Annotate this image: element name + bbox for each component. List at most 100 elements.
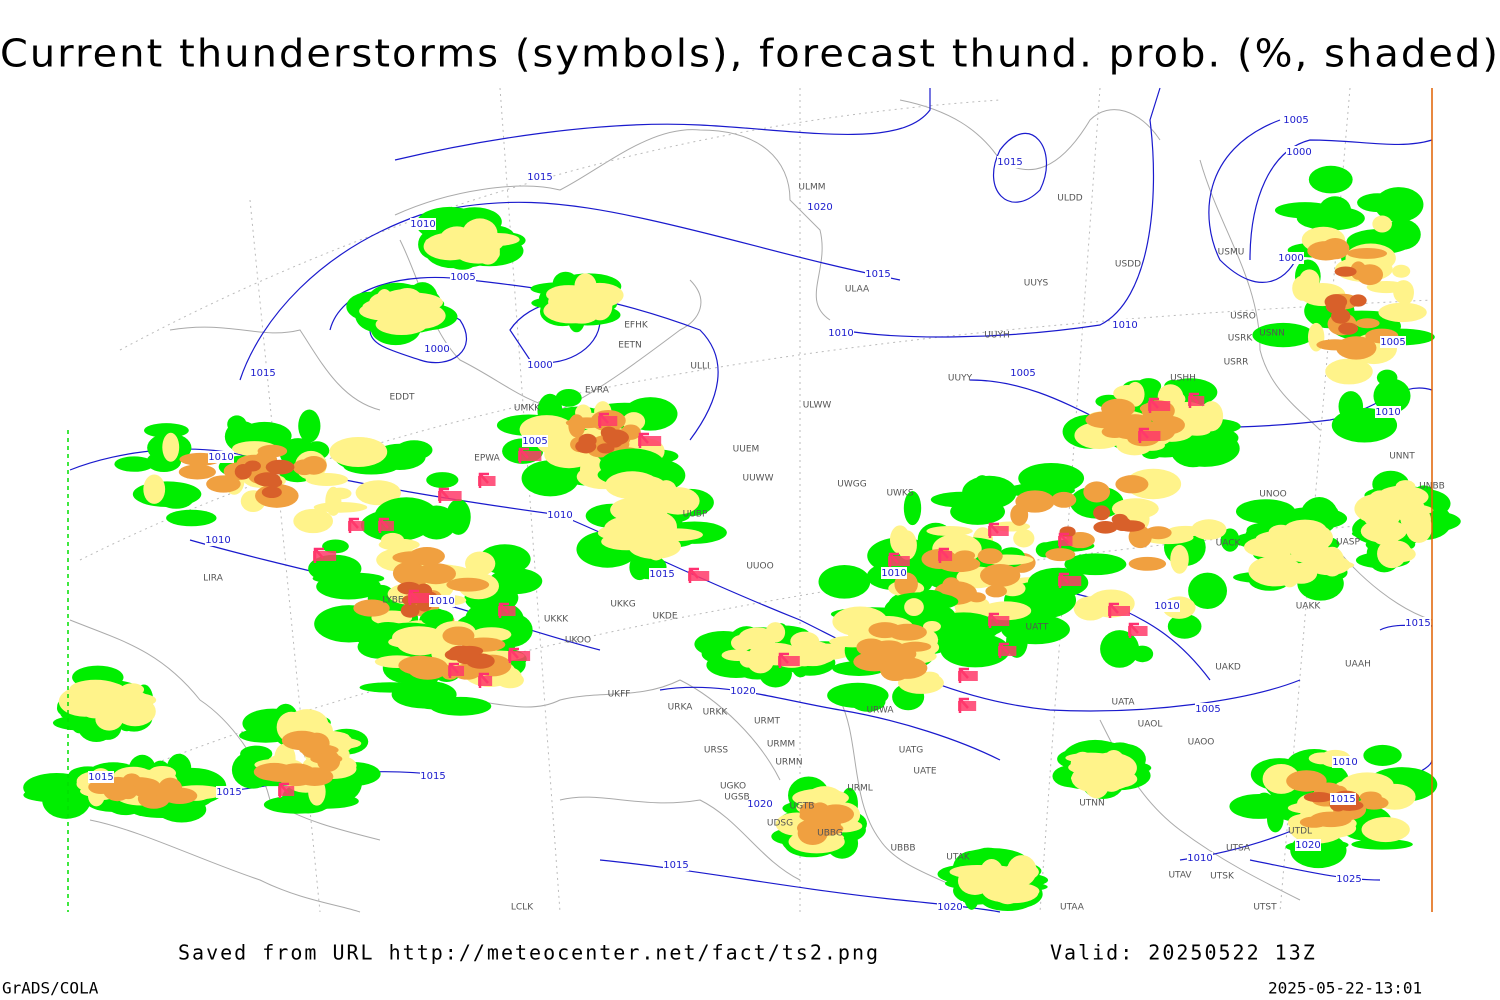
shade-patch <box>926 526 973 537</box>
shade-patch <box>985 584 1007 598</box>
shade-patch <box>1349 294 1367 307</box>
shade-patch <box>1180 403 1197 424</box>
station-label: EDDT <box>389 393 415 403</box>
shade-patch <box>1002 862 1039 882</box>
shade-patch <box>880 658 911 682</box>
station-label: UKKK <box>544 615 569 625</box>
isobar-label-bg <box>1405 617 1431 629</box>
station-label: UACK <box>1216 539 1242 549</box>
thunderstorm-area <box>1188 396 1205 406</box>
shade-patch <box>1257 556 1297 581</box>
shade-patch <box>1378 302 1427 323</box>
isobar-label: 1010 <box>410 219 435 230</box>
station-label: EVRA <box>585 386 610 396</box>
thunderstorm-area <box>1148 401 1171 411</box>
shade-patch <box>1093 505 1111 521</box>
shade-patch <box>1366 280 1406 294</box>
station-label: ULAA <box>845 285 870 295</box>
station-label: ULMM <box>798 183 825 193</box>
shade-patch <box>132 784 161 798</box>
thunderstorm-area <box>348 521 365 531</box>
isobar-label: 1005 <box>1380 337 1405 348</box>
shade-patch <box>1325 297 1346 314</box>
station-label: UATG <box>899 746 924 756</box>
isobar-label-bg <box>1283 114 1309 126</box>
shade-patch <box>1065 531 1095 549</box>
shade-patch <box>897 530 917 560</box>
shade-patch <box>1355 318 1380 329</box>
shade-patch <box>227 415 247 434</box>
shade-patch <box>1372 215 1392 233</box>
isobar-label: 1010 <box>828 328 853 339</box>
shade-patch <box>162 432 180 462</box>
shade-patch <box>400 603 420 618</box>
shade-patch <box>1101 398 1136 418</box>
isobar-label-bg <box>881 567 907 579</box>
shade-patch <box>23 787 81 803</box>
station-label: UKKG <box>610 600 635 610</box>
isobar-label: 1010 <box>205 535 230 546</box>
shade-patch <box>1100 630 1140 668</box>
isobar-label: 1015 <box>216 787 241 798</box>
software-credit: GrADS/COLA <box>2 979 99 998</box>
shade-patch <box>420 609 454 627</box>
isobar-label-bg <box>1010 367 1036 379</box>
shade-patch <box>392 561 427 586</box>
isobar-label-bg <box>807 201 833 213</box>
thunderstorm-area <box>518 451 542 461</box>
isobar-label: 1025 <box>1336 874 1361 885</box>
shade-patch <box>298 409 321 443</box>
shade-patch <box>206 475 241 493</box>
shade-patch <box>1392 264 1411 278</box>
shade-patch <box>1303 792 1334 803</box>
thunderstorm-area <box>1108 606 1131 616</box>
shade-patch <box>265 477 283 488</box>
shade-patch <box>1307 241 1345 261</box>
thunderstorm-area <box>1128 626 1148 636</box>
shade-patch <box>1363 744 1402 766</box>
shade-patch <box>1073 596 1108 621</box>
shade-patch <box>143 474 166 504</box>
shade-patch <box>378 296 408 310</box>
station-label: UGSB <box>724 793 749 803</box>
shade-patch <box>904 598 924 617</box>
shade-patch <box>1252 322 1315 348</box>
station-label: UASP <box>1336 538 1360 548</box>
isobar-label: 1005 <box>450 272 475 283</box>
isobar-label: 1010 <box>429 596 454 607</box>
thunderstorm-area <box>958 671 978 681</box>
shade-patch <box>1318 782 1339 795</box>
shade-patch <box>392 302 446 330</box>
station-label: UUWW <box>743 474 774 484</box>
shade-patch <box>950 498 1005 525</box>
isobar-label: 1000 <box>527 360 552 371</box>
shade-patch <box>799 801 821 823</box>
shade-patch <box>928 612 999 645</box>
isobar-label-bg <box>522 435 548 447</box>
shade-patch <box>979 563 1021 587</box>
isobar-label-bg <box>1278 252 1304 264</box>
shade-patch <box>795 653 817 666</box>
shade-patch <box>1188 572 1228 610</box>
shade-patch <box>426 472 459 488</box>
shade-patch <box>95 698 132 712</box>
isobar-label: 1010 <box>208 452 233 463</box>
isobar-label: 1010 <box>1154 601 1179 612</box>
isobar-label: 1015 <box>88 772 113 783</box>
shade-patch <box>819 809 839 822</box>
shade-patch <box>1191 519 1227 540</box>
shade-patch <box>295 770 330 783</box>
thunderstorm-area <box>1058 576 1082 586</box>
station-label: UATT <box>1026 623 1049 633</box>
map-labels: 1015 1010 1005 1000 1000 1015 1010 1005 1010 1010… <box>88 114 1445 913</box>
thunderstorm-area <box>313 551 337 561</box>
shade-patch <box>827 682 889 709</box>
shade-patch <box>407 634 443 645</box>
station-label: URKA <box>668 703 694 713</box>
station-label: UWKS <box>886 489 913 499</box>
shade-patch <box>579 454 604 486</box>
station-label: UKFF <box>608 690 631 700</box>
isobar-label: 1010 <box>881 568 906 579</box>
isobar-label: 1015 <box>663 860 688 871</box>
map-area: 1015 1010 1005 1000 1000 1015 1010 1005 1010 1010… <box>23 87 1461 913</box>
